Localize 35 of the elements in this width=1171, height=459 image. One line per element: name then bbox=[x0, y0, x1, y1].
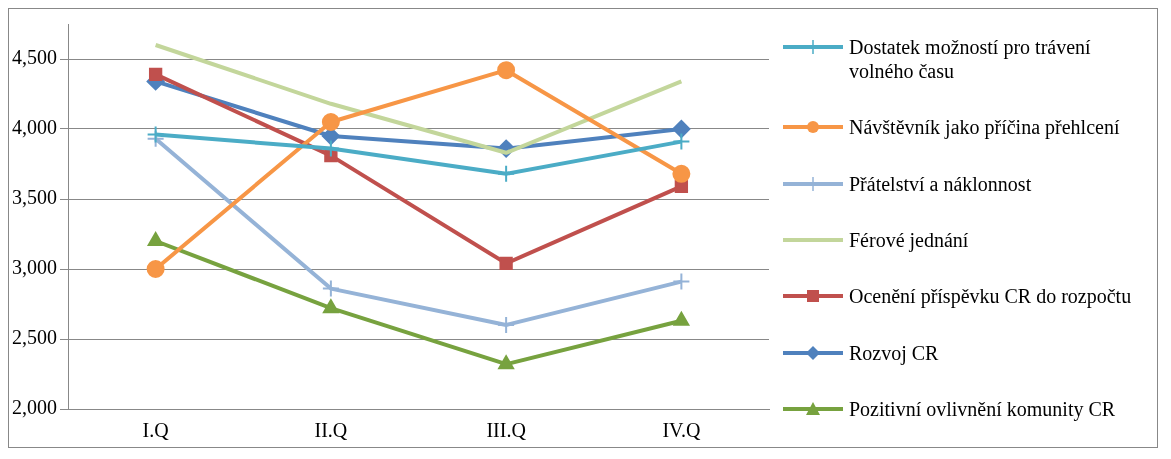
x-tick-label: I.Q bbox=[142, 419, 170, 442]
legend-label: Pozitivní ovlivnění komunity CR bbox=[849, 396, 1116, 421]
legend-label: Rozvoj CR bbox=[849, 340, 939, 365]
point bbox=[672, 164, 691, 183]
point bbox=[499, 256, 513, 271]
legend-label: Návštěvník jako příčina přehlcení bbox=[849, 115, 1120, 140]
point bbox=[497, 316, 516, 334]
point bbox=[497, 164, 516, 183]
point bbox=[497, 61, 516, 80]
legend-label: Férové jednání bbox=[849, 228, 969, 252]
y-tick-label: 3,500 bbox=[12, 186, 57, 209]
y-tick-label: 2,000 bbox=[12, 396, 57, 419]
point bbox=[322, 299, 339, 314]
y-tick-label: 4,500 bbox=[12, 46, 57, 69]
point bbox=[498, 355, 515, 370]
x-tick-label: IV.Q bbox=[662, 419, 701, 442]
legend-label: Přátelství a náklonnost bbox=[849, 171, 1032, 196]
point bbox=[673, 311, 690, 326]
point bbox=[672, 120, 691, 138]
point bbox=[672, 132, 691, 151]
point bbox=[146, 260, 165, 278]
legend-label: Ocenění příspěvku CR do rozpočtu bbox=[849, 284, 1132, 309]
x-tick-label: II.Q bbox=[314, 419, 348, 442]
point bbox=[321, 279, 340, 298]
y-tick-label: 4,000 bbox=[12, 116, 57, 139]
y-tick-label: 3,000 bbox=[12, 256, 57, 279]
point bbox=[147, 232, 164, 246]
x-tick-label: III.Q bbox=[486, 419, 527, 442]
y-tick-label: 2,500 bbox=[12, 326, 57, 349]
point bbox=[321, 139, 340, 158]
point bbox=[148, 67, 163, 82]
point bbox=[672, 272, 691, 291]
point bbox=[146, 125, 165, 144]
point bbox=[321, 113, 340, 131]
legend-label: Dostatek možností pro trávení volného času bbox=[849, 35, 1092, 84]
